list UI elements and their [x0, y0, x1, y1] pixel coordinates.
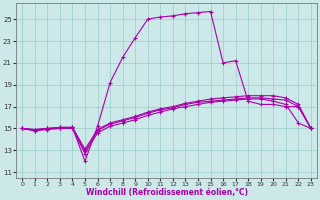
X-axis label: Windchill (Refroidissement éolien,°C): Windchill (Refroidissement éolien,°C) — [85, 188, 248, 197]
